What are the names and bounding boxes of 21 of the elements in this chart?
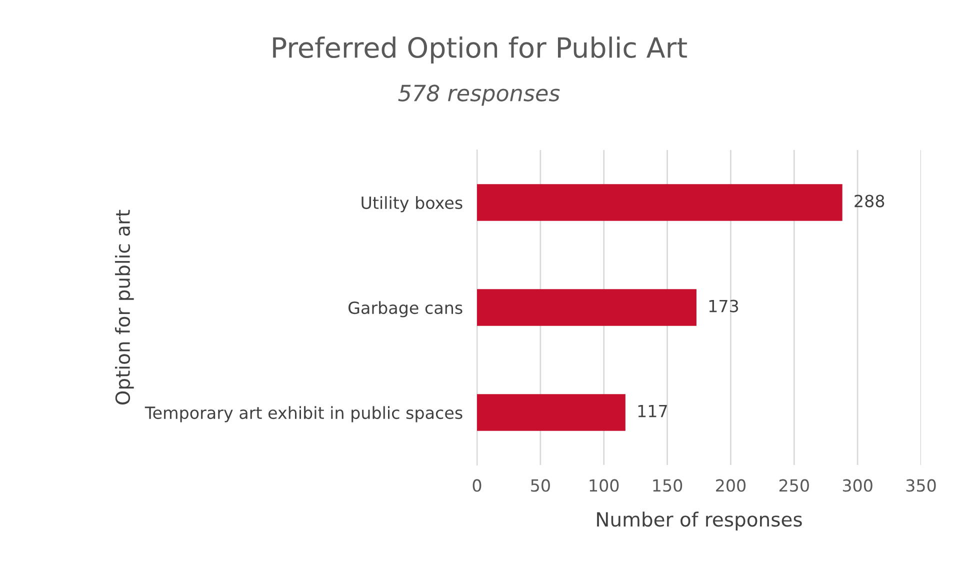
y-tick-label: Temporary art exhibit in public spaces xyxy=(144,406,462,422)
y-axis-title: Option for public art xyxy=(115,210,134,405)
x-tick-label: 350 xyxy=(906,479,936,492)
x-tick-label: 50 xyxy=(531,479,550,492)
y-tick-label: Garbage cans xyxy=(348,301,462,318)
chart-title: Preferred Option for Public Art xyxy=(273,36,687,64)
data-label: 288 xyxy=(854,194,884,208)
bar xyxy=(477,289,696,326)
x-axis-title: Number of responses xyxy=(597,512,802,531)
x-tick-label: 100 xyxy=(590,479,619,492)
x-tick-label: 200 xyxy=(716,479,746,492)
data-label: 117 xyxy=(638,404,667,418)
bar xyxy=(477,394,626,431)
chart-subtitle: 578 responses xyxy=(398,84,560,106)
data-label: 173 xyxy=(709,300,738,312)
y-tick-label: Utility boxes xyxy=(362,196,462,212)
x-tick-label: 150 xyxy=(653,479,682,492)
x-tick-label: 300 xyxy=(842,479,872,492)
x-tick-label: 250 xyxy=(779,479,809,492)
bar xyxy=(477,184,842,221)
x-tick-label: 0 xyxy=(472,479,482,492)
